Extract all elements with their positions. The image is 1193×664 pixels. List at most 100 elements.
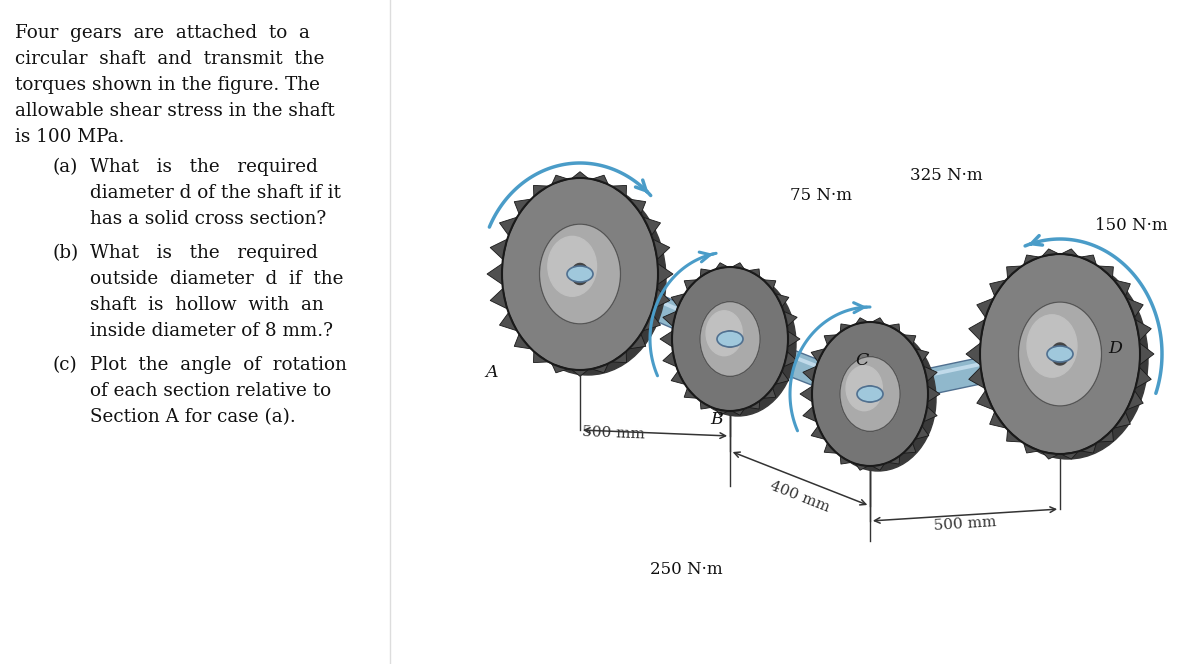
Ellipse shape (715, 330, 744, 348)
Polygon shape (1041, 452, 1059, 459)
Polygon shape (923, 367, 938, 381)
Ellipse shape (840, 357, 901, 432)
Polygon shape (1024, 443, 1040, 453)
Polygon shape (824, 443, 837, 454)
Polygon shape (803, 367, 816, 381)
Ellipse shape (539, 224, 620, 324)
Ellipse shape (1019, 302, 1101, 406)
Polygon shape (700, 401, 712, 409)
Polygon shape (653, 239, 669, 260)
Polygon shape (869, 346, 1059, 390)
Ellipse shape (700, 301, 760, 376)
Polygon shape (867, 341, 1063, 407)
Polygon shape (923, 406, 938, 422)
Polygon shape (1080, 443, 1096, 453)
Polygon shape (1061, 452, 1078, 459)
Polygon shape (500, 313, 517, 331)
Polygon shape (855, 318, 869, 324)
Polygon shape (872, 318, 884, 324)
Polygon shape (811, 349, 824, 362)
Ellipse shape (1027, 315, 1077, 377)
Text: D: D (1108, 339, 1121, 357)
Polygon shape (592, 175, 608, 185)
Text: 500 mm: 500 mm (582, 425, 645, 442)
Polygon shape (514, 199, 531, 214)
Polygon shape (487, 264, 502, 285)
Polygon shape (775, 371, 789, 384)
Polygon shape (611, 185, 626, 197)
Text: 75 N·m: 75 N·m (790, 187, 852, 203)
Polygon shape (725, 327, 874, 406)
Polygon shape (748, 269, 760, 277)
Ellipse shape (1051, 343, 1069, 365)
Polygon shape (672, 293, 685, 307)
Ellipse shape (548, 236, 596, 296)
Ellipse shape (812, 322, 928, 466)
Polygon shape (657, 264, 673, 285)
Polygon shape (1061, 249, 1078, 257)
Text: A: A (486, 363, 499, 380)
Text: Plot  the  angle  of  rotation: Plot the angle of rotation (89, 356, 347, 374)
Polygon shape (977, 390, 994, 410)
Ellipse shape (502, 178, 659, 370)
Ellipse shape (567, 266, 593, 282)
Polygon shape (1139, 343, 1154, 365)
Polygon shape (915, 426, 929, 440)
Text: 250 N·m: 250 N·m (650, 562, 723, 578)
Polygon shape (490, 289, 507, 309)
Text: shaft  is  hollow  with  an: shaft is hollow with an (89, 296, 323, 314)
Ellipse shape (820, 327, 937, 471)
Text: has a solid cross section?: has a solid cross section? (89, 210, 326, 228)
Polygon shape (966, 343, 981, 365)
Polygon shape (611, 351, 626, 363)
Polygon shape (1135, 367, 1151, 388)
Text: Four  gears  are  attached  to  a: Four gears are attached to a (16, 24, 310, 42)
Text: of each section relative to: of each section relative to (89, 382, 332, 400)
Polygon shape (1007, 430, 1022, 442)
Polygon shape (915, 349, 929, 362)
Ellipse shape (724, 331, 736, 347)
Polygon shape (784, 351, 797, 367)
Polygon shape (903, 443, 916, 454)
Polygon shape (575, 262, 735, 351)
Polygon shape (663, 311, 676, 327)
Polygon shape (629, 199, 645, 214)
Polygon shape (684, 388, 697, 398)
Polygon shape (1024, 255, 1040, 265)
Polygon shape (969, 319, 985, 341)
Text: 150 N·m: 150 N·m (1095, 216, 1168, 234)
Polygon shape (888, 456, 900, 464)
Text: 500 mm: 500 mm (933, 515, 997, 533)
Ellipse shape (680, 272, 796, 416)
Polygon shape (731, 409, 744, 415)
Polygon shape (1114, 280, 1130, 296)
Text: (a): (a) (52, 158, 78, 176)
Polygon shape (672, 371, 685, 384)
Polygon shape (731, 331, 873, 390)
Polygon shape (500, 217, 517, 236)
Polygon shape (1080, 255, 1096, 265)
Polygon shape (592, 363, 608, 373)
Polygon shape (660, 331, 673, 347)
Polygon shape (571, 369, 588, 376)
Polygon shape (1135, 319, 1151, 341)
Ellipse shape (565, 265, 595, 283)
Polygon shape (1114, 412, 1130, 428)
Text: (c): (c) (52, 356, 76, 374)
Ellipse shape (509, 183, 666, 375)
Polygon shape (775, 293, 789, 307)
Polygon shape (784, 311, 797, 327)
Ellipse shape (1045, 345, 1075, 363)
Ellipse shape (1047, 346, 1073, 362)
Polygon shape (764, 388, 775, 398)
Polygon shape (824, 335, 837, 345)
Ellipse shape (571, 264, 588, 285)
Ellipse shape (988, 259, 1148, 459)
Polygon shape (764, 280, 775, 290)
Ellipse shape (857, 386, 883, 402)
Polygon shape (903, 335, 916, 345)
Text: B: B (711, 412, 723, 428)
Text: inside diameter of 8 mm.?: inside diameter of 8 mm.? (89, 322, 333, 340)
Ellipse shape (717, 331, 743, 347)
Polygon shape (1007, 266, 1022, 278)
